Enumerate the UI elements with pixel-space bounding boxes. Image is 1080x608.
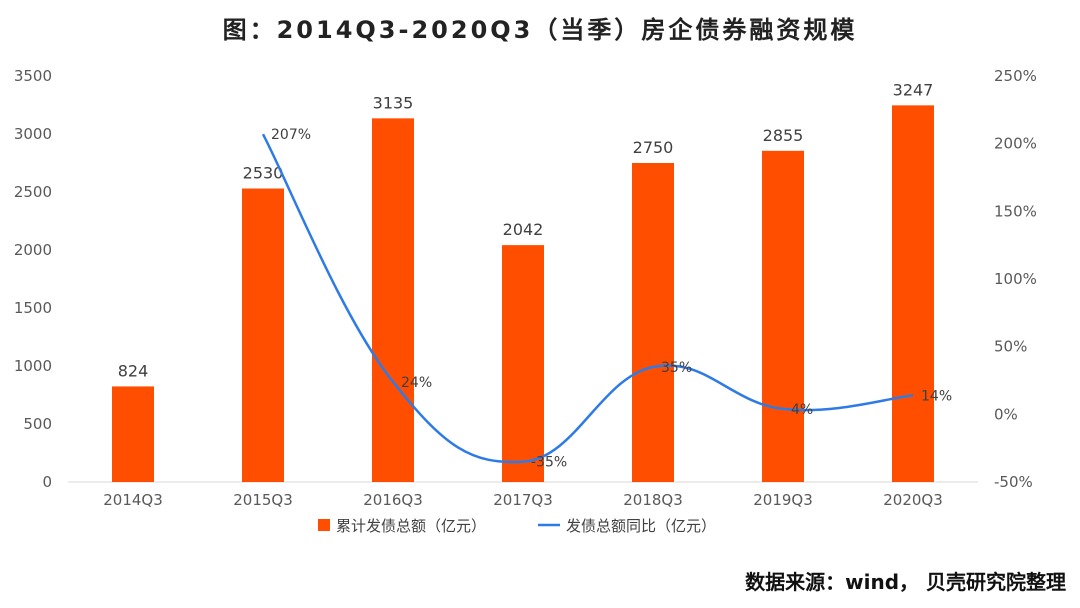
x-tick-label: 2019Q3 (753, 491, 813, 509)
y-left-tick-label: 3500 (14, 67, 52, 85)
bar-value-label: 3247 (893, 80, 934, 99)
line-value-label: 14% (921, 388, 952, 404)
bar-value-label: 2530 (243, 164, 284, 183)
line-value-label: 35% (661, 360, 692, 376)
y-left-tick-label: 3000 (14, 125, 52, 143)
x-tick-label: 2017Q3 (493, 491, 553, 509)
bar (242, 188, 284, 482)
bar-value-label: 2855 (763, 126, 804, 145)
x-tick-label: 2014Q3 (103, 491, 163, 509)
bar-value-label: 2042 (503, 220, 544, 239)
x-tick-label: 2020Q3 (883, 491, 943, 509)
bar (502, 245, 544, 482)
bar (632, 163, 674, 482)
x-tick-label: 2016Q3 (363, 491, 423, 509)
legend-bar-swatch (318, 519, 330, 531)
y-right-tick-label: -50% (994, 473, 1033, 491)
chart-title: 图：2014Q3-2020Q3（当季）房企债券融资规模 (222, 16, 858, 44)
line-value-label: 4% (791, 402, 813, 418)
line-value-label: 24% (401, 375, 432, 391)
y-right-tick-label: 0% (994, 405, 1018, 423)
y-left-tick-label: 2500 (14, 183, 52, 201)
bar (112, 386, 154, 482)
x-tick-label: 2015Q3 (233, 491, 293, 509)
y-right-tick-label: 150% (994, 202, 1037, 220)
y-right-tick-label: 100% (994, 270, 1037, 288)
x-tick-label: 2018Q3 (623, 491, 683, 509)
y-left-tick-label: 0 (42, 473, 52, 491)
y-right-tick-label: 250% (994, 67, 1037, 85)
y-left-tick-label: 1500 (14, 299, 52, 317)
y-left-tick-label: 1000 (14, 357, 52, 375)
yoy-line (261, 133, 914, 464)
y-left-tick-label: 500 (23, 415, 52, 433)
y-right-tick-label: 200% (994, 135, 1037, 153)
data-source-note: 数据来源：wind， 贝壳研究院整理 (745, 570, 1066, 594)
bar-value-label: 824 (118, 361, 149, 380)
legend-bar-label: 累计发债总额（亿元） (336, 517, 486, 535)
line-value-label: 207% (271, 127, 311, 143)
bar (892, 105, 934, 483)
legend-line-label: 发债总额同比（亿元） (566, 517, 716, 535)
bar (762, 150, 804, 482)
bar-value-label: 3135 (373, 93, 414, 112)
bar (372, 118, 414, 482)
bar-value-label: 2750 (633, 138, 674, 157)
line-value-label: -35% (531, 455, 567, 471)
y-left-tick-label: 2000 (14, 241, 52, 259)
y-right-tick-label: 50% (994, 338, 1027, 356)
